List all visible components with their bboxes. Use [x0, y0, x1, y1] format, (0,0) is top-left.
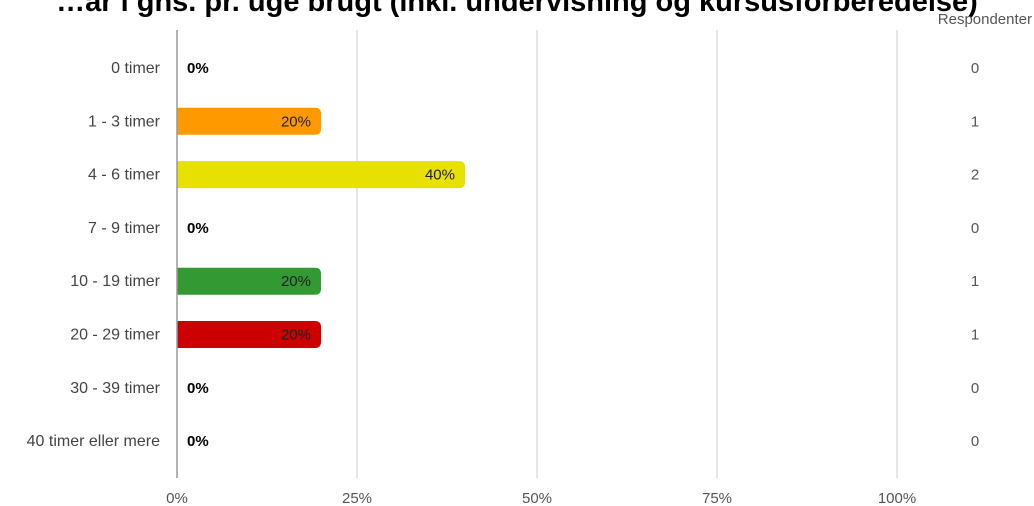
respondents-header: Respondenter: [937, 11, 1032, 28]
category-label: 10 - 19 timer: [70, 273, 160, 290]
category-label: 30 - 39 timer: [70, 380, 160, 397]
data-label: 20%: [281, 113, 311, 130]
data-label: 0%: [187, 60, 209, 77]
data-label: 40%: [425, 167, 455, 184]
x-tick-label: 0%: [166, 490, 188, 506]
x-tick-label: 25%: [342, 490, 372, 506]
respondent-count: 1: [971, 113, 979, 130]
category-label: 0 timer: [111, 60, 161, 77]
bar: [177, 267, 321, 295]
bar: [177, 161, 465, 189]
category-label: 7 - 9 timer: [88, 220, 161, 237]
chart-title: …ar i gns. pr. uge brugt (inkl. undervis…: [56, 0, 978, 18]
data-label: 0%: [187, 380, 209, 397]
data-label: 20%: [281, 327, 311, 344]
respondent-count: 1: [971, 327, 979, 344]
x-tick-label: 100%: [878, 490, 916, 506]
category-label: 20 - 29 timer: [70, 327, 160, 344]
respondent-count: 0: [971, 380, 979, 397]
respondent-count: 0: [971, 220, 979, 237]
respondent-count: 0: [971, 60, 979, 77]
respondent-count: 1: [971, 273, 979, 290]
category-label: 1 - 3 timer: [88, 113, 161, 130]
data-label: 0%: [187, 433, 209, 450]
x-tick-label: 50%: [522, 490, 552, 506]
category-label: 4 - 6 timer: [88, 167, 161, 184]
bar: [177, 107, 321, 135]
respondent-count: 0: [971, 433, 979, 450]
category-label: 40 timer eller mere: [27, 433, 160, 450]
bar: [177, 321, 321, 348]
respondent-count: 2: [971, 167, 979, 184]
x-tick-label: 75%: [702, 490, 732, 506]
data-label: 0%: [187, 220, 209, 237]
data-label: 20%: [281, 273, 311, 290]
